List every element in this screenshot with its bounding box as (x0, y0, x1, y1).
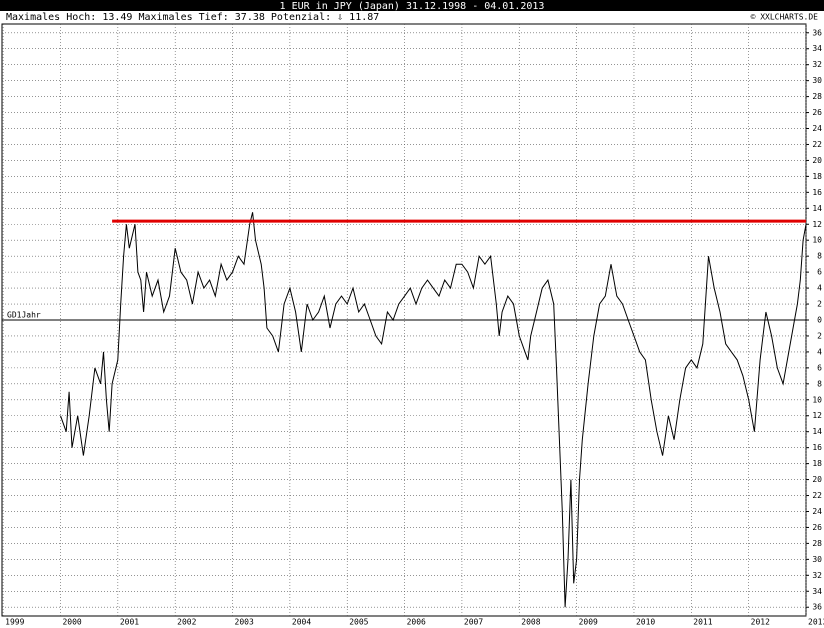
y-tick-label: 20 (812, 475, 822, 484)
y-tick-label: 14 (812, 427, 822, 436)
y-tick-label: 6 (817, 268, 822, 277)
y-tick-label: 16 (812, 188, 822, 197)
y-tick-label: 26 (812, 523, 822, 532)
x-tick-label: 2006 (407, 618, 426, 627)
y-tick-label: 34 (812, 44, 822, 53)
x-tick-label: 2001 (120, 618, 139, 627)
x-tick-label: 2011 (693, 618, 712, 627)
y-tick-label: 34 (812, 587, 822, 596)
title-bar (0, 0, 824, 11)
y-tick-label: 0 (817, 316, 822, 325)
x-tick-label: 2008 (521, 618, 540, 627)
y-tick-label: 2 (817, 300, 822, 309)
x-tick-label: 1999 (5, 618, 24, 627)
x-tick-label: 2002 (177, 618, 196, 627)
y-tick-label: 22 (812, 140, 822, 149)
y-tick-label: 28 (812, 92, 822, 101)
line-series (60, 212, 807, 608)
y-tick-label: 18 (812, 459, 822, 468)
x-tick-label: 2010 (636, 618, 655, 627)
y-tick-label: 30 (812, 555, 822, 564)
y-tick-label: 32 (812, 60, 822, 69)
x-tick-label: 2000 (62, 618, 81, 627)
y-tick-label: 4 (817, 284, 822, 293)
y-tick-label: 10 (812, 395, 822, 404)
x-tick-label: 2012 (751, 618, 770, 627)
y-tick-label: 28 (812, 539, 822, 548)
y-tick-label: 6 (817, 363, 822, 372)
y-tick-label: 30 (812, 76, 822, 85)
y-tick-label: 20 (812, 156, 822, 165)
y-tick-label: 36 (812, 28, 822, 37)
y-tick-label: 24 (812, 124, 822, 133)
y-tick-label: 16 (812, 443, 822, 452)
x-tick-label: 2004 (292, 618, 311, 627)
x-tick-label: 2007 (464, 618, 483, 627)
source: © XXLCHARTS.DE (751, 13, 819, 22)
x-tick-label: 2013 (808, 618, 824, 627)
y-tick-label: 32 (812, 571, 822, 580)
y-tick-label: 2 (817, 331, 822, 340)
y-tick-label: 36 (812, 603, 822, 612)
chart-title: 1 EUR in JPY (Japan) 31.12.1998 - 04.01.… (280, 1, 545, 12)
y-tick-label: 24 (812, 507, 822, 516)
y-tick-label: 8 (817, 379, 822, 388)
x-tick-label: 2009 (579, 618, 598, 627)
y-tick-label: 10 (812, 236, 822, 245)
y-tick-label: 18 (812, 172, 822, 181)
y-tick-label: 22 (812, 491, 822, 500)
y-tick-label: 12 (812, 411, 822, 420)
x-tick-label: 2005 (349, 618, 368, 627)
x-tick-label: 2003 (235, 618, 254, 627)
y-tick-label: 14 (812, 204, 822, 213)
y-tick-label: 8 (817, 252, 822, 261)
y-tick-label: 4 (817, 347, 822, 356)
y-tick-label: 26 (812, 108, 822, 117)
chart-subtitle: Maximales Hoch: 13.49 Maximales Tief: 37… (6, 12, 379, 23)
baseline-label: GD1Jahr (7, 311, 41, 320)
y-tick-label: 12 (812, 220, 822, 229)
